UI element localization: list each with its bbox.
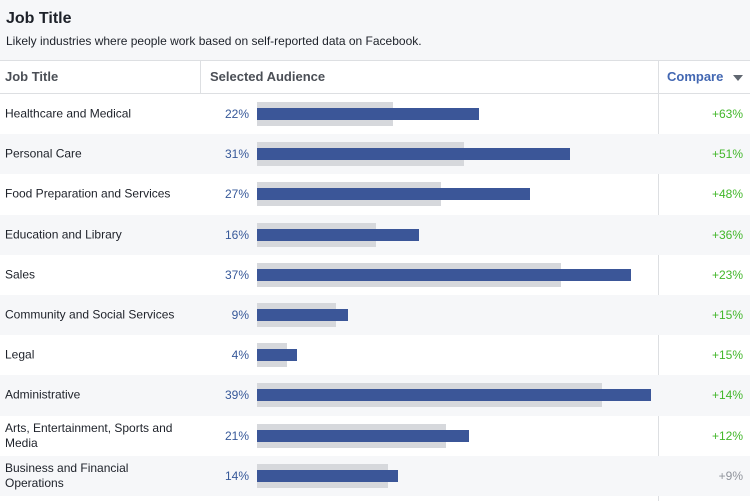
list-item: Business and Financial Operations 14% +9%	[0, 455, 750, 496]
compare-delta: +23%	[711, 267, 743, 282]
audience-bar	[257, 268, 631, 281]
compare-delta: +12%	[711, 428, 743, 443]
audience-percent: 21%	[224, 428, 249, 443]
list-item: Arts, Entertainment, Sports and Media 21%…	[0, 416, 750, 456]
job-title-label: Administrative	[5, 387, 81, 402]
job-title-label: Food Preparation and Services	[5, 186, 171, 201]
column-header-job-title: Job Title	[5, 69, 59, 84]
audience-percent: 39%	[224, 388, 249, 403]
compare-delta: +51%	[711, 147, 743, 162]
list-item: Education and Library 16% +36%	[0, 214, 750, 255]
job-title-label: Personal Care	[5, 146, 82, 161]
column-header-row: Job Title Selected Audience Compare	[0, 61, 750, 94]
audience-bar	[257, 108, 480, 120]
audience-percent: 37%	[224, 267, 249, 282]
job-title-label: Community and Social Services	[5, 307, 175, 322]
compare-delta: +9%	[718, 468, 743, 483]
job-title-label: Healthcare and Medical	[5, 106, 132, 121]
compare-delta: +48%	[711, 187, 743, 202]
compare-delta: +36%	[711, 227, 743, 242]
list-item: Food Preparation and Services 27% +48%	[0, 174, 750, 214]
column-header-selected-audience: Selected Audience	[210, 69, 326, 84]
list-item: Administrative 39% +14%	[0, 375, 750, 416]
audience-bar	[257, 389, 651, 402]
audience-percent: 27%	[224, 187, 249, 202]
list-item: Community and Social Services 9% +15%	[0, 294, 750, 336]
list-item: Sales 37% +23%	[0, 255, 750, 295]
audience-percent: 4%	[231, 348, 249, 363]
compare-delta: +14%	[711, 388, 743, 403]
audience-bar	[257, 349, 298, 362]
audience-percent: 16%	[224, 227, 249, 242]
job-title-label: Business and Financial Operations	[5, 460, 129, 490]
page-subtitle: Likely industries where people work base…	[6, 34, 422, 48]
chevron-down-icon[interactable]	[733, 75, 743, 81]
job-title-list: Healthcare and Medical 22% +63% Personal Ca…	[0, 94, 750, 496]
page-title: Job Title	[6, 10, 72, 27]
audience-bar	[257, 148, 571, 161]
job-title-label: Sales	[5, 267, 36, 282]
column-divider	[658, 61, 659, 501]
audience-bar	[257, 429, 470, 442]
compare-delta: +63%	[711, 107, 743, 122]
section-header: Job Title Likely industries where people…	[0, 0, 750, 61]
list-item: Personal Care 31% +51%	[0, 134, 750, 175]
column-divider	[200, 61, 201, 93]
compare-delta: +15%	[711, 348, 743, 363]
list-item: Legal 4% +15%	[0, 335, 750, 375]
job-title-label: Education and Library	[5, 227, 122, 242]
compare-dropdown[interactable]: Compare	[667, 69, 724, 84]
job-title-label: Arts, Entertainment, Sports and Media	[5, 420, 173, 450]
audience-bar	[257, 308, 348, 321]
list-item: Healthcare and Medical 22% +63%	[0, 94, 750, 134]
compare-delta: +15%	[711, 308, 743, 323]
audience-percent: 9%	[231, 308, 249, 323]
audience-bar	[257, 469, 399, 482]
audience-bar	[257, 188, 530, 201]
audience-percent: 22%	[224, 107, 249, 122]
audience-percent: 31%	[224, 147, 249, 162]
audience-bar	[257, 228, 419, 241]
job-title-label: Legal	[5, 347, 35, 362]
audience-percent: 14%	[224, 468, 249, 483]
